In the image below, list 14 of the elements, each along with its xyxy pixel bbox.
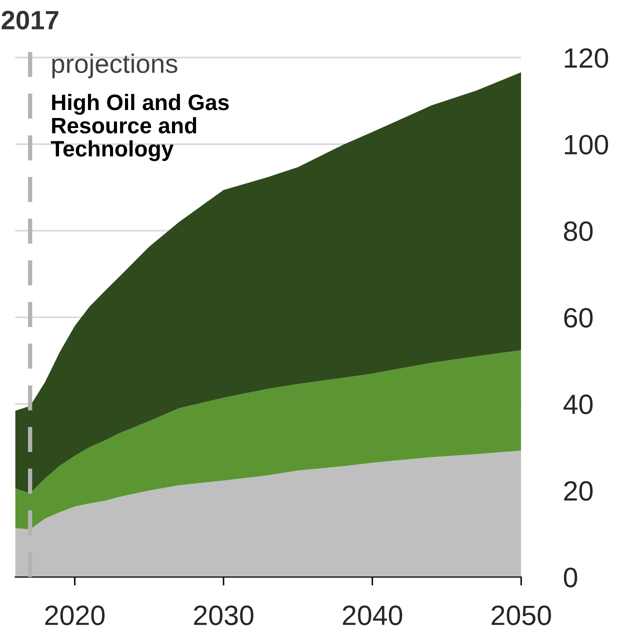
text: High Oil and Gas Resource and Technology	[50, 94, 229, 162]
x-tick-label: 2020	[45, 606, 105, 626]
y-tick-label: 120	[564, 48, 608, 68]
y-tick-label: 0	[564, 568, 578, 588]
y-tick-label: 20	[564, 481, 593, 501]
y-tick-label: 80	[564, 221, 593, 242]
annotation: projections	[52, 54, 178, 78]
x-tick-label: 2030	[194, 606, 254, 626]
ref-line-label: 2017	[2, 10, 58, 30]
y-tick-label: 40	[563, 394, 593, 414]
y-tick-label: 60	[564, 308, 593, 328]
x-tick-label: 2040	[342, 606, 402, 626]
x-tick-label: 2050	[492, 606, 551, 626]
y-tick-label: 100	[564, 134, 608, 154]
